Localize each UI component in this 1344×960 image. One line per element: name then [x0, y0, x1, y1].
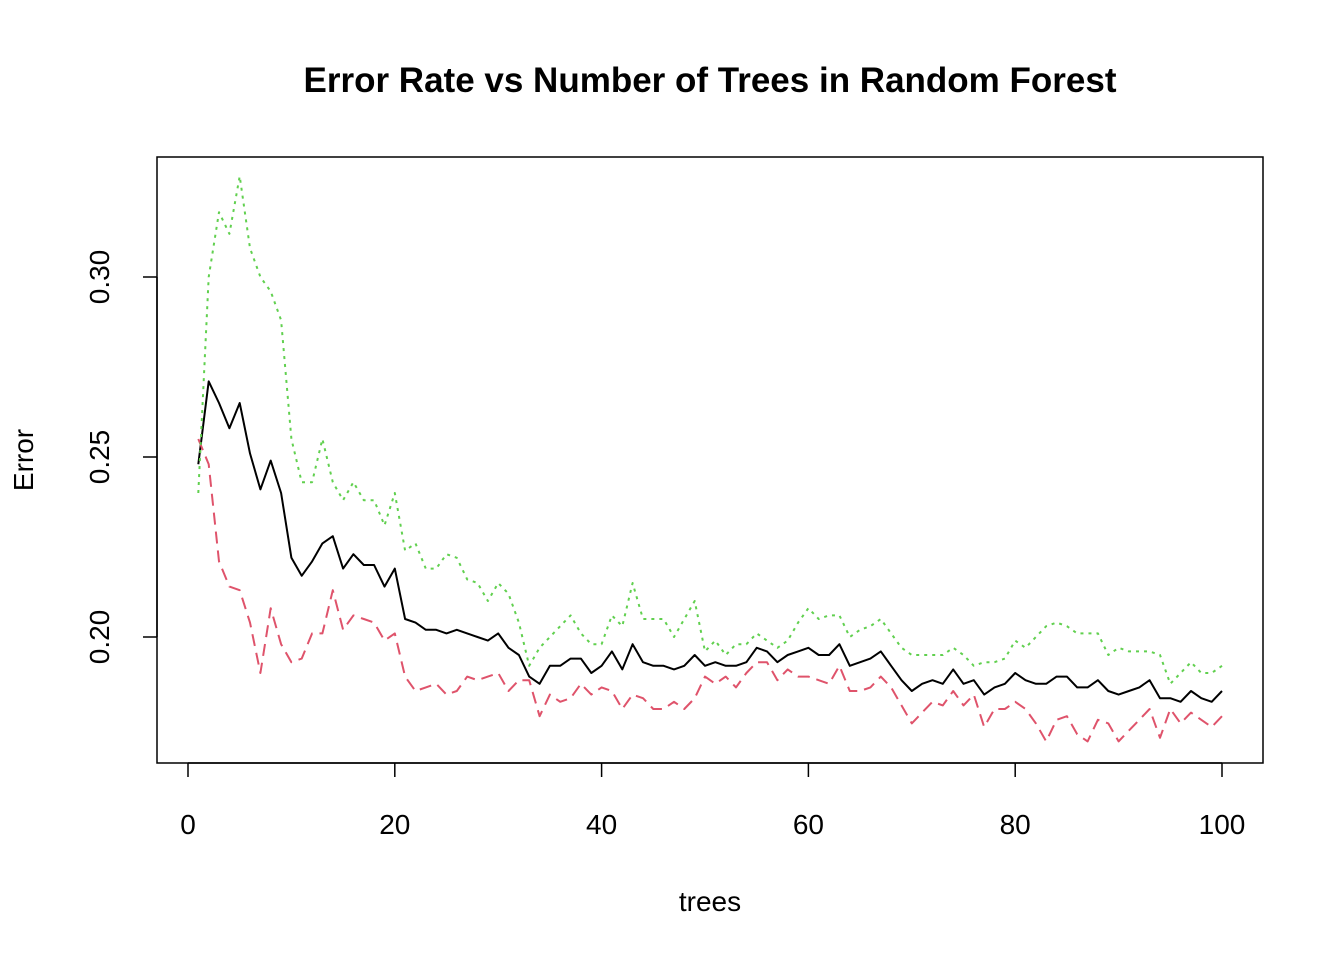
y-tick-label: 0.20: [84, 610, 115, 665]
x-tick-label: 100: [1199, 809, 1246, 840]
series-layer: [197, 175, 1223, 743]
chart-title: Error Rate vs Number of Trees in Random …: [304, 61, 1117, 100]
series-line-class-1: [197, 438, 1223, 743]
x-tick-label: 40: [586, 809, 617, 840]
x-tick-label: 60: [793, 809, 824, 840]
x-tick-label: 0: [180, 809, 196, 840]
y-tick-label: 0.30: [84, 250, 115, 305]
x-tick-label: 80: [1000, 809, 1031, 840]
y-axis-label: Error: [8, 429, 39, 491]
x-axis: 0 20 40 60 80 100: [180, 762, 1246, 840]
x-tick-label: 20: [379, 809, 410, 840]
x-axis-label: trees: [679, 886, 741, 917]
y-axis: 0.20 0.25 0.30: [84, 250, 158, 665]
series-line-oob: [197, 380, 1223, 703]
y-tick-label: 0.25: [84, 430, 115, 485]
